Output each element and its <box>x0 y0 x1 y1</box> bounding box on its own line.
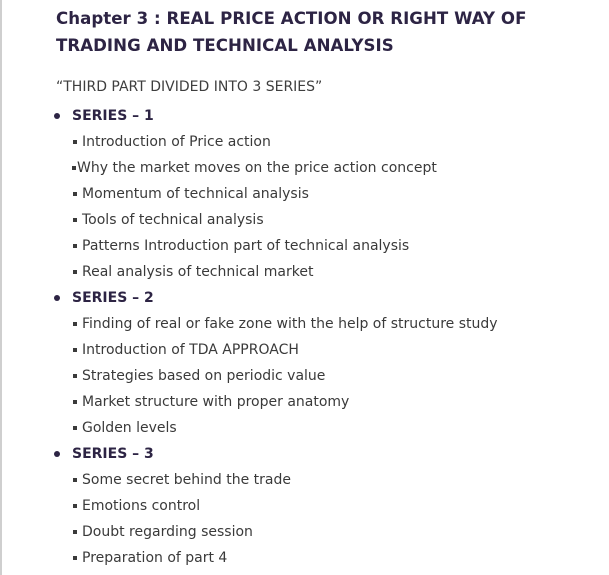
bullet-dot-icon <box>54 451 60 457</box>
series-3: SERIES – 3 Some secret behind the trade … <box>54 441 601 571</box>
list-item: Introduction of TDA APPROACH <box>56 337 601 363</box>
square-bullet-icon <box>73 218 77 222</box>
list-item-text: Patterns Introduction part of technical … <box>82 238 410 254</box>
list-item-text: Emotions control <box>82 498 201 514</box>
list-item: Momentum of technical analysis <box>56 181 601 207</box>
series-1: SERIES – 1 Introduction of Price action … <box>54 103 601 285</box>
series-items: Finding of real or fake zone with the he… <box>56 311 601 441</box>
square-bullet-icon <box>73 556 77 560</box>
list-item: Doubt regarding session <box>56 519 601 545</box>
list-item: Why the market moves on the price action… <box>56 155 601 181</box>
list-item: Patterns Introduction part of technical … <box>56 233 601 259</box>
list-item: Finding of real or fake zone with the he… <box>56 311 601 337</box>
document-page: Chapter 3 : REAL PRICE ACTION OR RIGHT W… <box>54 6 601 571</box>
list-item: Real analysis of technical market <box>56 259 601 285</box>
square-bullet-icon <box>73 244 77 248</box>
chapter-subtitle: “THIRD PART DIVIDED INTO 3 SERIES” <box>56 79 323 95</box>
square-bullet-icon <box>73 426 77 430</box>
list-item-text: Golden levels <box>82 420 177 436</box>
series-heading: SERIES – 1 <box>54 103 601 129</box>
series-title: SERIES – 3 <box>72 446 154 462</box>
bullet-dot-icon <box>54 113 60 119</box>
square-bullet-icon <box>73 348 77 352</box>
series-title: SERIES – 2 <box>72 290 154 306</box>
list-item: Introduction of Price action <box>56 129 601 155</box>
list-item: Emotions control <box>56 493 601 519</box>
chapter-title: Chapter 3 : REAL PRICE ACTION OR RIGHT W… <box>56 9 527 55</box>
series-heading: SERIES – 2 <box>54 285 601 311</box>
square-bullet-icon <box>73 504 77 508</box>
square-bullet-icon <box>73 530 77 534</box>
bullet-dot-icon <box>54 295 60 301</box>
square-bullet-icon <box>73 140 77 144</box>
square-bullet-icon <box>72 166 76 170</box>
series-list: SERIES – 1 Introduction of Price action … <box>54 103 601 571</box>
list-item-text: Market structure with proper anatomy <box>82 394 350 410</box>
list-item-text: Preparation of part 4 <box>82 550 228 566</box>
list-item: Market structure with proper anatomy <box>56 389 601 415</box>
list-item-text: Some secret behind the trade <box>82 472 291 488</box>
square-bullet-icon <box>73 374 77 378</box>
list-item: Golden levels <box>56 415 601 441</box>
square-bullet-icon <box>73 192 77 196</box>
list-item-text: Doubt regarding session <box>82 524 253 540</box>
square-bullet-icon <box>73 478 77 482</box>
list-item-text: Introduction of Price action <box>82 134 271 150</box>
series-title: SERIES – 1 <box>72 108 154 124</box>
list-item: Tools of technical analysis <box>56 207 601 233</box>
list-item: Some secret behind the trade <box>56 467 601 493</box>
series-items: Some secret behind the trade Emotions co… <box>56 467 601 571</box>
list-item-text: Tools of technical analysis <box>82 212 264 228</box>
square-bullet-icon <box>73 400 77 404</box>
square-bullet-icon <box>73 270 77 274</box>
series-2: SERIES – 2 Finding of real or fake zone … <box>54 285 601 441</box>
list-item-text: Momentum of technical analysis <box>82 186 309 202</box>
list-item: Strategies based on periodic value <box>56 363 601 389</box>
list-item: Preparation of part 4 <box>56 545 601 571</box>
list-item-text: Introduction of TDA APPROACH <box>82 342 299 358</box>
list-item-text: Strategies based on periodic value <box>82 368 326 384</box>
list-item-text: Why the market moves on the price action… <box>77 160 437 176</box>
left-border <box>0 0 2 575</box>
series-heading: SERIES – 3 <box>54 441 601 467</box>
square-bullet-icon <box>73 322 77 326</box>
list-item-text: Finding of real or fake zone with the he… <box>82 316 498 332</box>
list-item-text: Real analysis of technical market <box>82 264 314 280</box>
series-items: Introduction of Price action Why the mar… <box>56 129 601 285</box>
